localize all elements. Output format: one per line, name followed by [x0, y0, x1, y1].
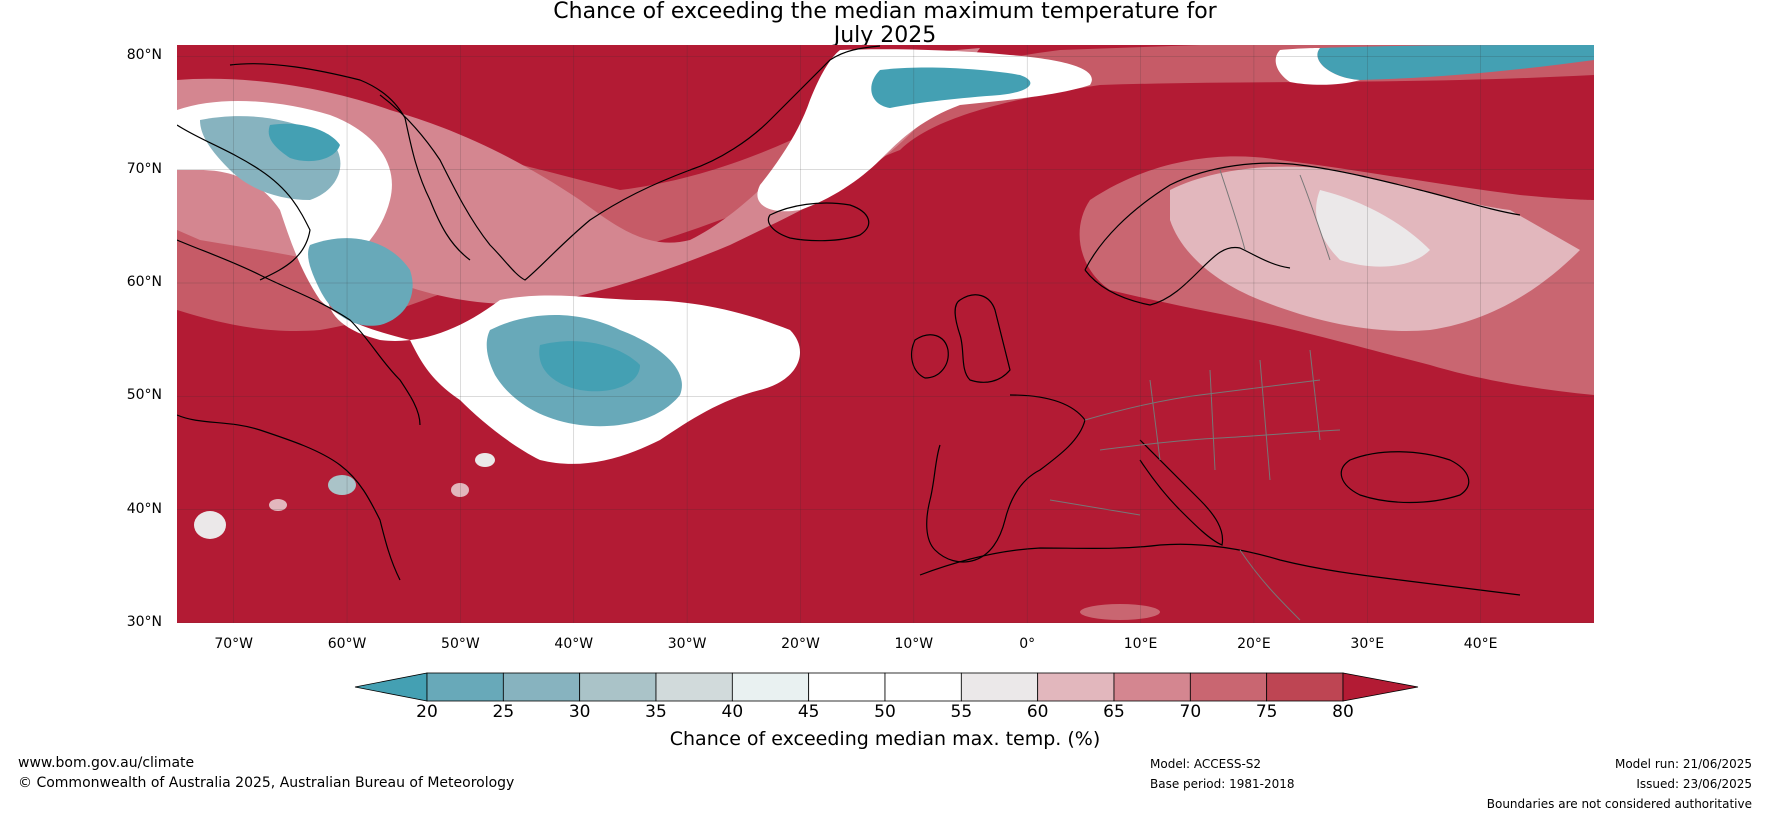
model-text: Model: ACCESS-S2	[1150, 757, 1262, 771]
coastline-greenland-west	[229, 63, 471, 261]
model-run-text: Model run: 21/06/2025	[1614, 757, 1752, 771]
probability-shading	[177, 45, 1594, 620]
colorbar-tick-label: 40	[721, 702, 744, 722]
shading-region-greenland-sea-blue	[871, 67, 1031, 108]
colorbar-extend-low	[354, 672, 428, 702]
colorbar-tick-label: 55	[950, 702, 973, 722]
lon-tick-label: 30°E	[1350, 636, 1385, 652]
border-5	[1049, 499, 1301, 621]
coastline-north-america-east	[177, 414, 401, 581]
title-line-1: Chance of exceeding the median maximum t…	[553, 0, 1217, 24]
colorbar-bin	[1113, 672, 1191, 702]
colorbar-bin	[426, 672, 504, 702]
coastline-britain	[954, 294, 1011, 383]
shading-region-greenland-pink	[177, 48, 980, 304]
coastline-scandinavia	[1084, 162, 1521, 306]
coastline-mediterranean-south	[919, 543, 1521, 596]
colorbar-bin	[808, 672, 886, 702]
border-2	[1099, 429, 1341, 451]
colorbar-tick-label: 25	[492, 702, 515, 722]
colorbar-tick-label: 60	[1026, 702, 1049, 722]
lat-tick-label: 30°N	[126, 614, 162, 630]
copyright-text: © Commonwealth of Australia 2025, Austra…	[18, 775, 515, 791]
shading-region-atlantic-deepblue	[539, 341, 640, 392]
colorbar-bin	[1266, 672, 1344, 702]
colorbar-tick-label: 45	[797, 702, 820, 722]
lon-tick-label: 50°W	[441, 636, 480, 652]
shading-spot-6	[1080, 604, 1160, 620]
shading-region-scandinavia-white	[1316, 190, 1430, 267]
colorbar-extend-high	[1342, 672, 1419, 702]
lon-tick-label: 70°W	[214, 636, 253, 652]
lat-tick-label: 80°N	[126, 47, 162, 64]
border-1	[1084, 379, 1321, 421]
coastlines	[177, 45, 1521, 596]
colorbar-title: Chance of exceeding median max. temp. (%…	[669, 728, 1101, 750]
colorbar-tick-label: 50	[874, 702, 896, 722]
shading-spot-5	[269, 499, 287, 511]
coastline-italy	[1139, 439, 1224, 546]
disclaimer-text: Boundaries are not considered authoritat…	[1486, 797, 1752, 811]
coastline-black-sea	[1340, 451, 1470, 504]
issued-text: Issued: 23/06/2025	[1636, 777, 1752, 791]
lat-tick-label: 40°N	[126, 500, 162, 517]
coastline-labrador	[177, 239, 421, 426]
shading-spot-4	[451, 483, 469, 497]
colorbar-bin	[1037, 672, 1115, 702]
graticule	[177, 45, 1594, 623]
lon-tick-label: 10°E	[1123, 636, 1158, 652]
coastline-ireland	[911, 334, 949, 379]
title-line-2: July 2025	[833, 23, 937, 48]
shading-spot-2	[328, 475, 356, 495]
coastline-greenland	[379, 45, 881, 281]
lon-tick-label: 20°W	[781, 636, 820, 652]
lat-tick-label: 50°N	[126, 387, 162, 404]
colorbar-tick-label: 35	[645, 702, 667, 722]
colorbar-bin	[502, 672, 581, 702]
colorbar-tick-label: 65	[1103, 702, 1125, 722]
shading-region-barents-white	[1275, 48, 1360, 85]
website-link[interactable]: www.bom.gov.au/climate	[18, 755, 195, 771]
border-3	[1149, 349, 1321, 481]
shading-region-labrador-blue	[308, 238, 413, 326]
lon-tick-label: 10°W	[894, 636, 934, 652]
coastline-baffin	[177, 124, 311, 281]
shading-region-barents-blue	[1317, 45, 1594, 80]
colorbar-bin	[884, 672, 962, 702]
colorbar-bin	[655, 672, 733, 702]
lon-tick-label: 40°W	[554, 636, 594, 652]
colorbar-tick-label: 20	[416, 702, 438, 722]
shading-spot-3	[475, 453, 495, 467]
lat-tick-label: 70°N	[126, 160, 162, 177]
lon-tick-label: 60°W	[327, 636, 367, 652]
colorbar-tick-label: 80	[1332, 702, 1354, 722]
shading-region-baffin-deepblue	[268, 123, 340, 162]
lat-tick-label: 60°N	[126, 274, 162, 290]
colorbar-bin	[731, 672, 810, 702]
base-period-text: Base period: 1981-2018	[1150, 777, 1295, 791]
colorbar-bin	[960, 672, 1039, 702]
lon-tick-label: 30°W	[667, 636, 707, 652]
border-4	[1219, 169, 1331, 261]
shading-spot-1	[194, 511, 226, 539]
country-borders	[1049, 169, 1341, 621]
colorbar-bin	[579, 672, 657, 702]
coastline-europe-west	[926, 394, 1086, 563]
colorbar-bin	[1189, 672, 1268, 702]
lon-tick-label: 0°	[1019, 636, 1036, 652]
lon-tick-label: 20°E	[1237, 636, 1271, 652]
lon-tick-label: 40°E	[1463, 636, 1498, 652]
colorbar-tick-label: 75	[1255, 702, 1278, 722]
coastline-iceland	[767, 202, 870, 242]
colorbar-tick-label: 30	[568, 702, 591, 722]
colorbar-tick-label: 70	[1179, 702, 1202, 722]
map-title: Chance of exceeding the median maximum t…	[0, 0, 1770, 48]
